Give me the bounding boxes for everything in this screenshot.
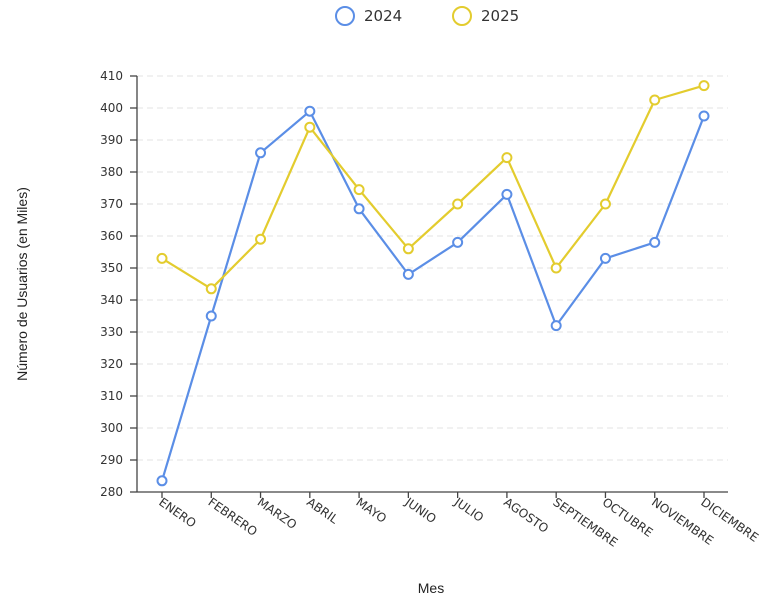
data-point-2025[interactable] xyxy=(698,80,710,92)
x-tick-label: JULIO xyxy=(451,494,486,524)
x-tick-label: AGOSTO xyxy=(501,495,551,536)
grid-lines xyxy=(137,75,728,461)
data-point-2025[interactable] xyxy=(402,243,414,255)
y-tick-label: 360 xyxy=(100,229,123,243)
x-tick-label: FEBRERO xyxy=(206,495,260,539)
data-point-2024[interactable] xyxy=(205,310,217,322)
x-tick-label: MAYO xyxy=(353,495,389,526)
data-point-2024[interactable] xyxy=(402,268,414,280)
y-tick-label: 340 xyxy=(100,293,123,307)
data-point-2025[interactable] xyxy=(353,184,365,196)
legend: 2024 2025 xyxy=(335,6,519,26)
data-point-2024[interactable] xyxy=(501,188,513,200)
x-tick-label: ENERO xyxy=(156,495,198,531)
legend-label-2024[interactable]: 2024 xyxy=(364,7,402,25)
y-tick-label: 390 xyxy=(100,133,123,147)
y-tick-label: 400 xyxy=(100,101,123,115)
y-tick-label: 380 xyxy=(100,165,123,179)
x-tick-label: ABRIL xyxy=(304,495,341,527)
y-tick-label: 290 xyxy=(100,453,123,467)
data-point-2024[interactable] xyxy=(304,105,316,117)
x-axis-title: Mes xyxy=(418,580,444,596)
legend-marker-2024[interactable] xyxy=(335,6,355,26)
series-line-2025 xyxy=(161,84,705,290)
legend-label-2025[interactable]: 2025 xyxy=(481,7,519,25)
y-tick-label: 350 xyxy=(100,261,123,275)
data-point-2025[interactable] xyxy=(649,94,661,106)
y-tick-label: 370 xyxy=(100,197,123,211)
y-tick-label: 310 xyxy=(100,389,123,403)
series-line-2024 xyxy=(160,110,706,482)
x-tick-label: JUNIO xyxy=(402,494,439,526)
data-point-2024[interactable] xyxy=(255,147,267,159)
y-tick-label: 330 xyxy=(100,325,123,339)
data-point-2024[interactable] xyxy=(698,110,710,122)
data-point-2024[interactable] xyxy=(353,203,365,215)
y-tick-label: 320 xyxy=(100,357,123,371)
y-axis: 280 290 300 310 320 330 340 350 360 370 380 390 400 4… xyxy=(100,69,138,499)
data-point-2025[interactable] xyxy=(550,262,562,274)
data-point-2024[interactable] xyxy=(452,236,464,248)
legend-marker-2025[interactable] xyxy=(452,6,472,26)
data-point-2025[interactable] xyxy=(452,198,464,210)
data-point-2025[interactable] xyxy=(255,233,267,245)
data-point-2024[interactable] xyxy=(550,320,562,332)
data-point-2025[interactable] xyxy=(599,198,611,210)
data-point-2025[interactable] xyxy=(501,152,513,164)
data-point-2024[interactable] xyxy=(649,236,661,248)
y-tick-label: 280 xyxy=(100,485,123,499)
y-axis-title: Número de Usuarios (en Miles) xyxy=(14,187,30,381)
y-tick-label: 410 xyxy=(100,69,123,83)
data-point-2025[interactable] xyxy=(156,252,168,264)
data-point-2024[interactable] xyxy=(599,252,611,264)
data-point-2025[interactable] xyxy=(205,283,217,295)
data-point-2025[interactable] xyxy=(304,121,316,133)
series-group xyxy=(156,80,710,487)
y-tick-label: 300 xyxy=(100,421,123,435)
data-point-2024[interactable] xyxy=(156,475,168,487)
x-tick-label: MARZO xyxy=(255,495,300,532)
